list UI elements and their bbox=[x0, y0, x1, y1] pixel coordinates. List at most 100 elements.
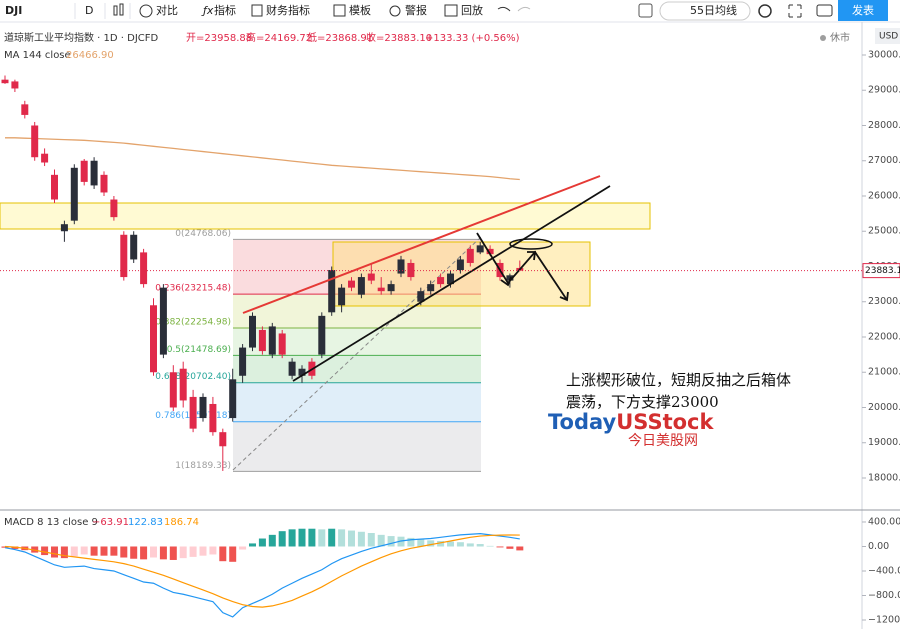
macd-histogram-bar bbox=[486, 545, 494, 547]
macd-histogram-bar bbox=[496, 546, 504, 548]
candle-body bbox=[41, 153, 49, 163]
macd-histogram-bar bbox=[367, 533, 375, 547]
macd-y-tick-label: 400.00 bbox=[868, 516, 900, 527]
macd-histogram-bar bbox=[80, 546, 88, 555]
macd-histogram-bar bbox=[377, 534, 385, 547]
fib-label: 0(24768.06) bbox=[175, 229, 231, 239]
macd-title: MACD 8 13 close 9 bbox=[4, 517, 98, 528]
fib-trend-line bbox=[232, 236, 482, 471]
macd-histogram-bar bbox=[387, 536, 395, 547]
y-tick-label: 27000.00 bbox=[868, 155, 900, 166]
last-price-label: 23883.10 bbox=[865, 266, 900, 276]
candle-body bbox=[298, 368, 306, 376]
candle-body bbox=[476, 245, 484, 253]
candle-body bbox=[199, 396, 207, 419]
macd-histogram-bar bbox=[338, 529, 346, 547]
candle-body bbox=[1, 79, 9, 84]
toolbar-item[interactable]: 财务指标 bbox=[266, 3, 310, 17]
fib-band bbox=[233, 421, 481, 472]
watermark-a: Today bbox=[548, 410, 617, 434]
candle-body bbox=[249, 315, 256, 348]
undo[interactable] bbox=[497, 6, 511, 12]
range-box bbox=[332, 241, 591, 307]
macd-histogram-bar bbox=[249, 543, 256, 547]
publish-label[interactable]: 发表 bbox=[852, 3, 874, 17]
candle-body bbox=[377, 287, 385, 292]
wedge-upper bbox=[242, 175, 601, 314]
y-tick-label: 26000.00 bbox=[868, 190, 900, 201]
candle-icon[interactable] bbox=[113, 3, 124, 16]
interval[interactable]: D bbox=[85, 4, 93, 17]
macd-histogram-bar bbox=[427, 540, 435, 547]
toolbar-item[interactable]: 回放 bbox=[461, 3, 483, 17]
template-icon[interactable] bbox=[333, 4, 346, 17]
candle-body bbox=[456, 259, 464, 271]
macd-histogram-bar bbox=[288, 529, 296, 547]
replay-icon[interactable] bbox=[444, 4, 458, 17]
candle-body bbox=[229, 379, 237, 419]
macd-y-tick-label: −1200.00 bbox=[868, 614, 900, 625]
macd-histogram-bar bbox=[60, 546, 68, 559]
y-tick-label: 25000.00 bbox=[868, 226, 900, 237]
currency: USD bbox=[879, 32, 898, 42]
macd-histogram-bar bbox=[51, 546, 58, 558]
toolbar-item[interactable]: 对比 bbox=[156, 3, 178, 17]
layout-icon[interactable] bbox=[638, 3, 653, 18]
y-tick-label: 19000.00 bbox=[868, 437, 900, 448]
symbol[interactable]: DJI bbox=[5, 4, 22, 17]
macd-histogram-bar bbox=[298, 528, 306, 547]
candle-body bbox=[90, 160, 98, 186]
fib-label: 1(18189.33) bbox=[175, 461, 231, 471]
toolbar-item[interactable]: 模板 bbox=[349, 3, 371, 17]
redo[interactable] bbox=[517, 6, 531, 12]
macd-histogram-bar bbox=[357, 531, 365, 547]
candle-body bbox=[417, 291, 425, 302]
macd-histogram-bar bbox=[90, 546, 98, 556]
candle-body bbox=[268, 326, 276, 355]
watermark-cn: 今日美股网 bbox=[628, 433, 698, 449]
macd-histogram-bar bbox=[447, 541, 454, 547]
fullscreen-icon[interactable] bbox=[788, 4, 802, 18]
snapshot-icon[interactable] bbox=[816, 4, 833, 17]
macd-histogram-bar bbox=[278, 531, 286, 547]
fin-icon[interactable] bbox=[251, 4, 263, 17]
template-name[interactable]: 55日均线 bbox=[690, 3, 737, 17]
candle-body bbox=[100, 174, 108, 193]
legend-close: 收=23883.10 bbox=[366, 31, 432, 44]
macd-histogram-bar bbox=[11, 546, 19, 549]
ma-line bbox=[5, 137, 520, 181]
macd-y-tick-label: −400.00 bbox=[868, 565, 900, 576]
fib-label: 0.236(23215.48) bbox=[155, 284, 231, 294]
macd-histogram-bar bbox=[100, 546, 108, 556]
legend-bg bbox=[0, 30, 560, 62]
macd-histogram-bar bbox=[437, 540, 445, 547]
macd-histogram-bar bbox=[417, 539, 425, 547]
template-pill[interactable] bbox=[659, 1, 751, 21]
resistance-zone bbox=[0, 202, 651, 230]
y-tick-label: 23000.00 bbox=[868, 296, 900, 307]
candle-body bbox=[387, 284, 395, 292]
candle-body bbox=[466, 248, 474, 263]
macd-histogram-bar bbox=[41, 546, 49, 556]
macd-histogram-bar bbox=[268, 534, 276, 547]
publish-button[interactable] bbox=[838, 0, 888, 21]
toolbar-item[interactable]: 指标 bbox=[214, 3, 236, 17]
comment-line1: 上涨楔形破位，短期反抽之后箱体 bbox=[566, 371, 791, 389]
macd-histogram-bar bbox=[239, 546, 247, 550]
axes: 30000.00 29000.00 28000.00 27000.00 26000.00… bbox=[0, 49, 900, 483]
candle-body bbox=[21, 104, 29, 115]
macd-histogram-bar bbox=[110, 546, 118, 556]
alert-icon[interactable] bbox=[389, 5, 401, 17]
settings-icon[interactable] bbox=[758, 4, 772, 18]
compare-icon[interactable] bbox=[139, 4, 153, 18]
currency-bg bbox=[875, 28, 900, 44]
macd-y-tick-label: 0.00 bbox=[868, 541, 889, 552]
candle-body bbox=[278, 333, 286, 355]
macd-histogram-bar bbox=[506, 546, 514, 549]
macd-histogram-bar bbox=[348, 530, 355, 547]
toolbar-item[interactable]: 警报 bbox=[405, 3, 427, 17]
macd-histogram-bar bbox=[258, 538, 266, 547]
fx-icon[interactable]: ƒx bbox=[201, 4, 214, 17]
legend-open: 开=23958.88 bbox=[186, 33, 252, 44]
comment-line2: 震荡，下方支撑23000 bbox=[566, 393, 719, 411]
